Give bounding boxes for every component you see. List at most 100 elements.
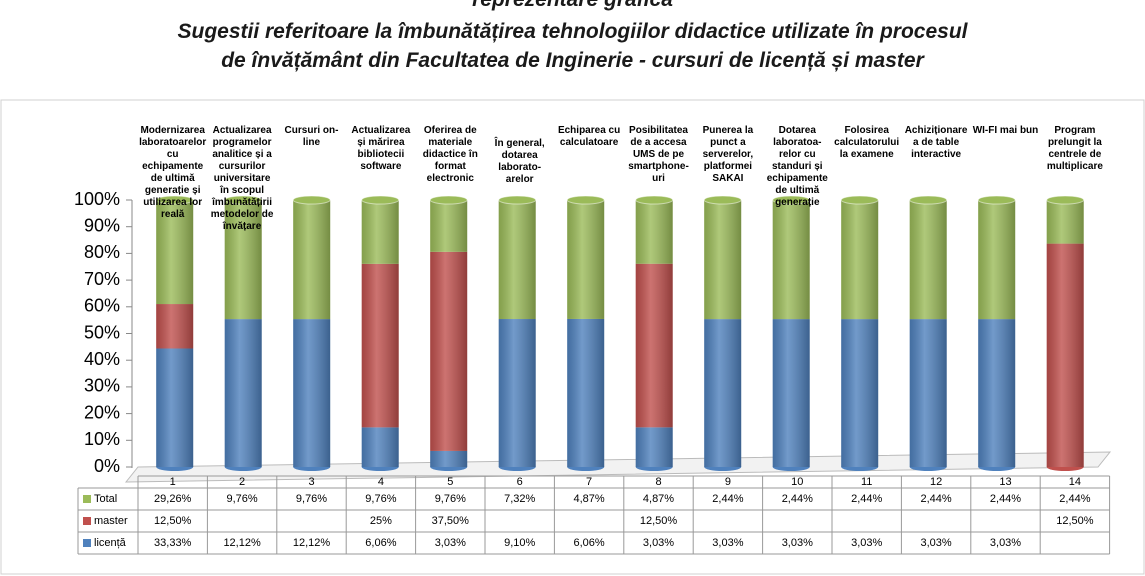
legend-label: master [94, 515, 128, 527]
bar-shade [978, 319, 1016, 467]
category-description: Modernizarea laboratoarelor cu echipamen… [139, 125, 207, 220]
x-tick-label: 3 [308, 476, 314, 488]
bar-shade [1046, 200, 1084, 244]
data-label: 3,03% [712, 537, 743, 549]
cylinder-top [977, 195, 1016, 205]
bar-shade [156, 348, 194, 467]
cylinder-top [292, 195, 331, 205]
legend-swatch [83, 539, 91, 547]
data-label: 6,06% [573, 537, 604, 549]
x-tick-label: 13 [999, 476, 1011, 488]
bar-shade [430, 450, 468, 467]
bar-shade [909, 319, 947, 467]
bar-shade [361, 200, 399, 264]
y-tick-label: 70% [84, 269, 120, 289]
data-label: 4,87% [573, 493, 604, 505]
data-label: 3,03% [920, 537, 951, 549]
y-tick-label: 100% [74, 189, 120, 209]
data-label: 2,44% [920, 493, 951, 505]
data-label: 12,12% [293, 537, 331, 549]
category-description: Actualizarea și mărirea bibliotecii soft… [351, 125, 411, 172]
cylinder-top [703, 195, 742, 205]
category-description: Echiparea cu calculatoare [557, 125, 621, 148]
category-description: WI-FI mai bun [972, 125, 1039, 136]
cylinder-top [1046, 195, 1085, 205]
legend-swatch [83, 517, 91, 525]
cylinder-top [224, 195, 263, 205]
bar-shade [978, 200, 1016, 320]
bar-shade [567, 318, 605, 467]
data-label: 3,03% [435, 537, 466, 549]
data-label: 9,76% [296, 493, 327, 505]
data-label: 2,44% [990, 493, 1021, 505]
legend-label: Total [94, 493, 117, 505]
data-label: 2,44% [1059, 493, 1090, 505]
cylinder-top [361, 195, 400, 205]
data-label: 12,50% [640, 515, 678, 527]
data-label: 12,12% [223, 537, 261, 549]
bar-shade [635, 427, 673, 467]
data-label: 2,44% [712, 493, 743, 505]
x-tick-label: 11 [861, 476, 872, 488]
x-tick-label: 14 [1069, 476, 1081, 488]
bar-shade [1046, 243, 1084, 467]
bar-shade [772, 200, 810, 320]
y-tick-label: 50% [84, 322, 120, 342]
bar-shade [841, 200, 879, 320]
data-label: 12,50% [1056, 515, 1094, 527]
data-label: 3,03% [782, 537, 813, 549]
y-tick-label: 60% [84, 296, 120, 316]
bar-shade [498, 200, 536, 320]
cylinder-top [155, 195, 194, 205]
x-tick-label: 1 [170, 476, 176, 488]
bar-shade [361, 263, 399, 428]
bar-shade [430, 251, 468, 451]
x-tick-label: 12 [930, 476, 942, 488]
data-label: 9,76% [435, 493, 466, 505]
x-tick-label: 5 [447, 476, 453, 488]
cylinder-top [840, 195, 879, 205]
bar-shade [293, 319, 331, 467]
cylinder-top [635, 195, 674, 205]
data-label: 7,32% [504, 493, 535, 505]
frame [0, 99, 1145, 575]
bar-shade [567, 200, 605, 319]
cylinder-top [772, 195, 811, 205]
y-tick-label: 20% [84, 402, 120, 422]
category-description: Posibilitatea de a accesa UMS de pe smar… [628, 125, 689, 184]
y-tick-label: 40% [84, 349, 120, 369]
x-tick-label: 9 [725, 476, 731, 488]
bar-shade [909, 200, 947, 320]
legend-swatch [83, 495, 91, 503]
data-label: 2,44% [851, 493, 882, 505]
cylinder-top [566, 195, 605, 205]
data-label: 6,06% [365, 537, 396, 549]
bar-shade [293, 200, 331, 320]
x-tick-label: 10 [791, 476, 803, 488]
header: reprezentare grafică [0, 0, 1145, 12]
category-description: Folosirea calculatorului la examene [834, 125, 900, 160]
y-tick-label: 80% [84, 242, 120, 262]
category-description: Dotarea laboratoa-relor cu standuri și e… [766, 125, 828, 208]
y-tick-label: 90% [84, 215, 120, 235]
bar-shade [224, 319, 262, 467]
y-tick-label: 30% [84, 376, 120, 396]
data-label: 25% [370, 515, 392, 527]
x-tick-label: 6 [517, 476, 523, 488]
bar-shade [430, 200, 468, 252]
x-tick-label: 8 [655, 476, 661, 488]
data-label: 33,33% [154, 537, 192, 549]
data-label: 3,03% [643, 537, 674, 549]
data-label: 9,76% [226, 493, 257, 505]
cylinder-top [909, 195, 948, 205]
bar-shade [156, 200, 194, 305]
bar-shade [635, 200, 673, 264]
data-label: 37,50% [432, 515, 470, 527]
bar-shade [704, 319, 742, 467]
bar-shade [635, 263, 673, 428]
data-label: 2,44% [782, 493, 813, 505]
cylinder-top [429, 195, 468, 205]
data-label: 9,10% [504, 537, 535, 549]
